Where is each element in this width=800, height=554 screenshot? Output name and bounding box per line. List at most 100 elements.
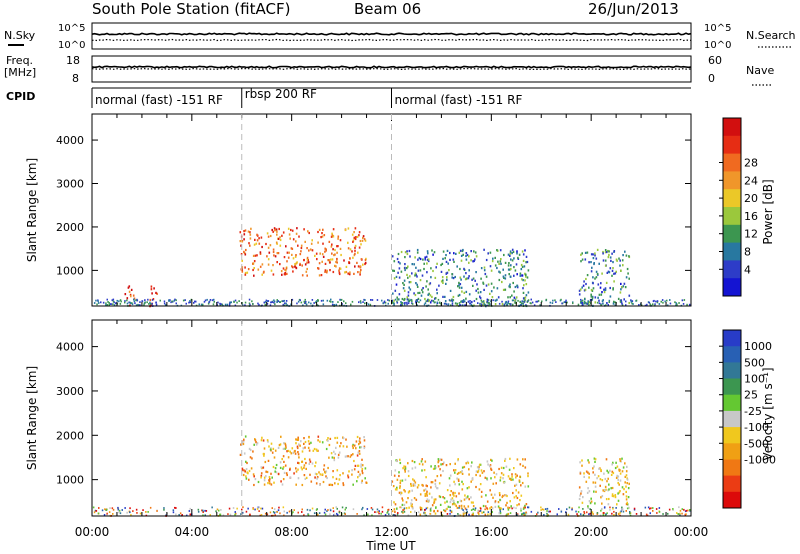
scatter-cell (594, 301, 597, 304)
scatter-cell (466, 487, 469, 490)
scatter-cell (596, 477, 598, 480)
scatter-cell (436, 262, 438, 265)
scatter-cell (615, 461, 617, 464)
scatter-cell (414, 272, 417, 275)
scatter-cell (453, 480, 455, 483)
scatter-cell (581, 464, 583, 467)
scatter-cell (484, 513, 487, 516)
scatter-cell (511, 299, 514, 302)
scatter-cell (490, 269, 493, 272)
scatter-cell (217, 301, 219, 304)
scatter-cell (511, 303, 514, 306)
scatter-cell (685, 513, 687, 516)
scatter-cell (359, 441, 362, 444)
scatter-cell (422, 287, 424, 290)
scatter-cell (397, 298, 399, 301)
scatter-cell (327, 509, 329, 511)
scatter-cell (592, 257, 595, 260)
scatter-cell (336, 258, 338, 261)
scatter-cell (452, 500, 455, 503)
scatter-cell (613, 280, 615, 283)
scatter-cell (119, 303, 122, 305)
scatter-cell (112, 300, 115, 303)
scatter-cell (581, 286, 583, 289)
scatter-cell (590, 295, 593, 298)
scatter-cell (381, 510, 384, 513)
scatter-cell (134, 302, 136, 305)
scatter-cell (610, 473, 613, 476)
time-tick-label: 16:00 (474, 525, 509, 539)
scatter-cell (504, 302, 507, 305)
scatter-cell (577, 511, 580, 513)
scatter-cell (399, 262, 401, 265)
scatter-cell (354, 227, 357, 230)
scatter-cell (405, 501, 408, 504)
scatter-cell (592, 513, 594, 515)
scatter-cell (270, 442, 273, 445)
scatter-cell (388, 513, 390, 516)
scatter-cell (583, 475, 585, 478)
scatter-cell (605, 250, 608, 254)
scatter-cell (458, 514, 460, 517)
scatter-cell (590, 253, 593, 256)
scatter-cell (248, 298, 251, 301)
scatter-cell (271, 451, 274, 454)
scatter-cell (403, 283, 405, 286)
scatter-cell (345, 506, 347, 509)
scatter-cell (287, 449, 290, 452)
scatter-cell (404, 478, 407, 481)
scatter-cell (209, 514, 211, 516)
scatter-cell (304, 240, 306, 243)
scatter-cell (258, 303, 260, 306)
scatter-cell (499, 271, 501, 274)
scatter-cell (273, 299, 275, 302)
time-tick-label: 12:00 (374, 525, 409, 539)
scatter-cell (329, 509, 332, 512)
scatter-cell (238, 300, 240, 302)
scatter-cell (262, 452, 265, 456)
scatter-cell (317, 267, 319, 270)
scatter-cell (206, 298, 208, 301)
scatter-cell (453, 502, 455, 505)
scatter-cell (284, 442, 287, 445)
scatter-cell (509, 512, 512, 514)
scatter-cell (607, 249, 609, 253)
scatter-cell (580, 302, 582, 304)
scatter-cell (343, 300, 345, 303)
scatter-cell (582, 496, 584, 499)
scatter-cell (316, 258, 318, 261)
scatter-cell (107, 301, 109, 303)
scatter-cell (427, 259, 430, 263)
scatter-cell (274, 467, 277, 470)
power-ylabel: Slant Range [km] (25, 158, 39, 262)
scatter-cell (461, 290, 463, 293)
scatter-cell (406, 267, 408, 270)
scatter-cell (488, 465, 491, 468)
scatter-cell (111, 299, 113, 302)
scatter-cell (318, 512, 321, 514)
scatter-cell (510, 505, 512, 508)
scatter-cell (470, 496, 472, 499)
scatter-cell (106, 512, 108, 515)
scatter-cell (147, 511, 149, 513)
scatter-cell (522, 287, 524, 290)
scatter-cell (270, 472, 272, 475)
scatter-cell (393, 501, 395, 504)
scatter-cell (449, 484, 451, 487)
scatter-cell (363, 445, 366, 448)
scatter-cell (490, 458, 492, 461)
scatter-cell (475, 470, 478, 473)
scatter-cell (596, 248, 599, 251)
scatter-cell (508, 506, 511, 509)
scatter-cell (525, 512, 528, 515)
scatter-cell (431, 299, 433, 302)
scatter-cell (324, 269, 327, 272)
scatter-cell (480, 299, 483, 302)
scatter-cell (411, 459, 414, 463)
scatter-cell (175, 507, 177, 509)
scatter-cell (271, 507, 273, 509)
scatter-cell (630, 300, 633, 303)
scatter-cell (517, 491, 520, 494)
scatter-cell (289, 510, 292, 512)
scatter-cell (399, 493, 402, 496)
